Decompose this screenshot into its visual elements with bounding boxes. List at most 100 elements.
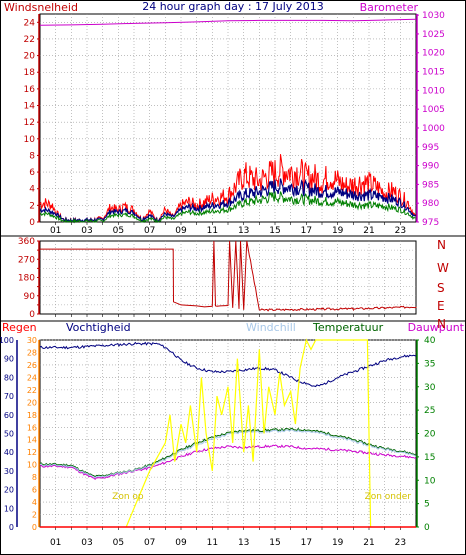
barometer-tick-label: 1020 — [422, 49, 445, 59]
temperature-tick-label: 15 — [424, 453, 435, 463]
series-gust — [39, 154, 416, 224]
x-tick-label: 01 — [50, 226, 61, 236]
x-tick-label: 05 — [113, 538, 124, 548]
temperature-tick-label: 0 — [424, 523, 430, 533]
humidity-tick-label: 100 — [0, 336, 14, 345]
temperature-tick-label: 35 — [424, 359, 435, 369]
wind-tick-label: 20 — [24, 52, 36, 62]
rain-tick-label: 20 — [27, 398, 37, 407]
barometer-tick-label: 1000 — [422, 124, 445, 134]
rain-tick-label: 26 — [27, 361, 37, 370]
barometer-tick-label: 1005 — [422, 105, 445, 115]
barometer-tick-label: 985 — [422, 180, 439, 190]
humidity-tick-label: 0 — [9, 523, 14, 532]
humidity-tick-label: 80 — [4, 373, 14, 382]
rain-tick-label: 8 — [32, 473, 37, 482]
x-tick-label: 23 — [395, 226, 406, 236]
wind-tick-label: 0 — [29, 218, 35, 228]
x-tick-label: 03 — [81, 226, 92, 236]
barometer-tick-label: 980 — [422, 199, 439, 209]
temperature-tick-label: 10 — [424, 476, 436, 486]
rain-tick-label: 22 — [27, 386, 37, 395]
temperature-tick-label: 25 — [424, 406, 435, 416]
wind-tick-label: 18 — [24, 68, 36, 78]
right-axis-label-barometer: Barometer — [360, 1, 419, 14]
wind-tick-label: 6 — [29, 168, 35, 178]
rain-tick-label: 18 — [27, 411, 37, 420]
x-tick-label: 21 — [363, 226, 374, 236]
left-axis-label-wind: Windsnelheid — [4, 1, 78, 14]
x-tick-label: 17 — [301, 538, 312, 548]
wind-tick-label: 12 — [24, 118, 35, 128]
temperature-tick-label: 30 — [424, 383, 436, 393]
rain-tick-label: 30 — [27, 336, 37, 345]
humidity-tick-label: 70 — [4, 392, 14, 401]
label-dewpoint: Dauwpunt — [408, 321, 465, 334]
rain-tick-label: 4 — [32, 498, 37, 507]
direction-letter: S — [437, 281, 445, 295]
humidity-tick-label: 60 — [4, 411, 14, 420]
x-tick-label: 09 — [175, 538, 187, 548]
humidity-tick-label: 30 — [4, 467, 14, 476]
x-tick-label: 19 — [332, 538, 344, 548]
barometer-tick-label: 1015 — [422, 68, 445, 78]
direction-letter: N — [437, 238, 446, 252]
x-tick-label: 11 — [207, 538, 218, 548]
direction-tick-label: 90 — [24, 292, 36, 302]
x-tick-label: 15 — [269, 226, 280, 236]
x-tick-label: 23 — [395, 538, 406, 548]
label-windchill: Windchill — [246, 321, 296, 334]
temperature-tick-label: 40 — [424, 336, 436, 346]
x-tick-label: 03 — [81, 538, 92, 548]
barometer-tick-label: 1025 — [422, 30, 445, 40]
wind-tick-label: 16 — [24, 85, 36, 95]
x-tick-label: 15 — [269, 538, 280, 548]
wind-tick-label: 4 — [29, 185, 35, 195]
plot-area-1 — [39, 13, 417, 223]
x-tick-label: 01 — [50, 538, 61, 548]
temperature-tick-label: 20 — [424, 430, 436, 440]
humidity-tick-label: 20 — [4, 486, 14, 495]
humidity-tick-label: 90 — [4, 355, 14, 364]
x-tick-label: 19 — [332, 226, 344, 236]
series-wind — [39, 191, 416, 224]
label-temperature: Temperatuur — [312, 321, 384, 334]
x-tick-label: 11 — [207, 226, 218, 236]
x-tick-label: 05 — [113, 226, 124, 236]
barometer-tick-label: 990 — [422, 162, 439, 172]
wind-tick-label: 24 — [24, 18, 36, 28]
rain-tick-label: 0 — [32, 523, 37, 532]
x-tick-label: 13 — [238, 226, 249, 236]
series-sun — [125, 338, 372, 528]
barometer-tick-label: 975 — [422, 218, 439, 228]
rain-tick-label: 2 — [32, 511, 37, 520]
rain-tick-label: 14 — [27, 436, 37, 445]
wind-tick-label: 22 — [24, 35, 35, 45]
data-series — [39, 18, 417, 528]
wind-tick-label: 14 — [24, 102, 36, 112]
direction-letter: N — [437, 317, 446, 331]
x-tick-label: 07 — [144, 538, 155, 548]
label-humidity: Vochtigheid — [66, 321, 131, 334]
sunrise-annotation: Zon op — [112, 492, 144, 502]
direction-letter: E — [437, 299, 445, 313]
wind-tick-label: 10 — [24, 135, 36, 145]
barometer-tick-label: 1010 — [422, 86, 445, 96]
rain-tick-label: 28 — [27, 348, 37, 357]
direction-tick-label: 180 — [18, 274, 35, 284]
label-rain: Regen — [2, 321, 37, 334]
rain-tick-label: 12 — [27, 448, 37, 457]
temperature-tick-label: 5 — [424, 500, 430, 510]
wind-tick-label: 8 — [29, 151, 35, 161]
series-humidity — [39, 341, 417, 388]
rain-tick-label: 24 — [27, 373, 37, 382]
x-tick-label: 07 — [144, 226, 155, 236]
x-tick-label: 09 — [175, 226, 187, 236]
rain-tick-label: 10 — [27, 461, 37, 470]
direction-tick-label: 360 — [18, 237, 35, 247]
humidity-tick-label: 40 — [4, 448, 14, 457]
